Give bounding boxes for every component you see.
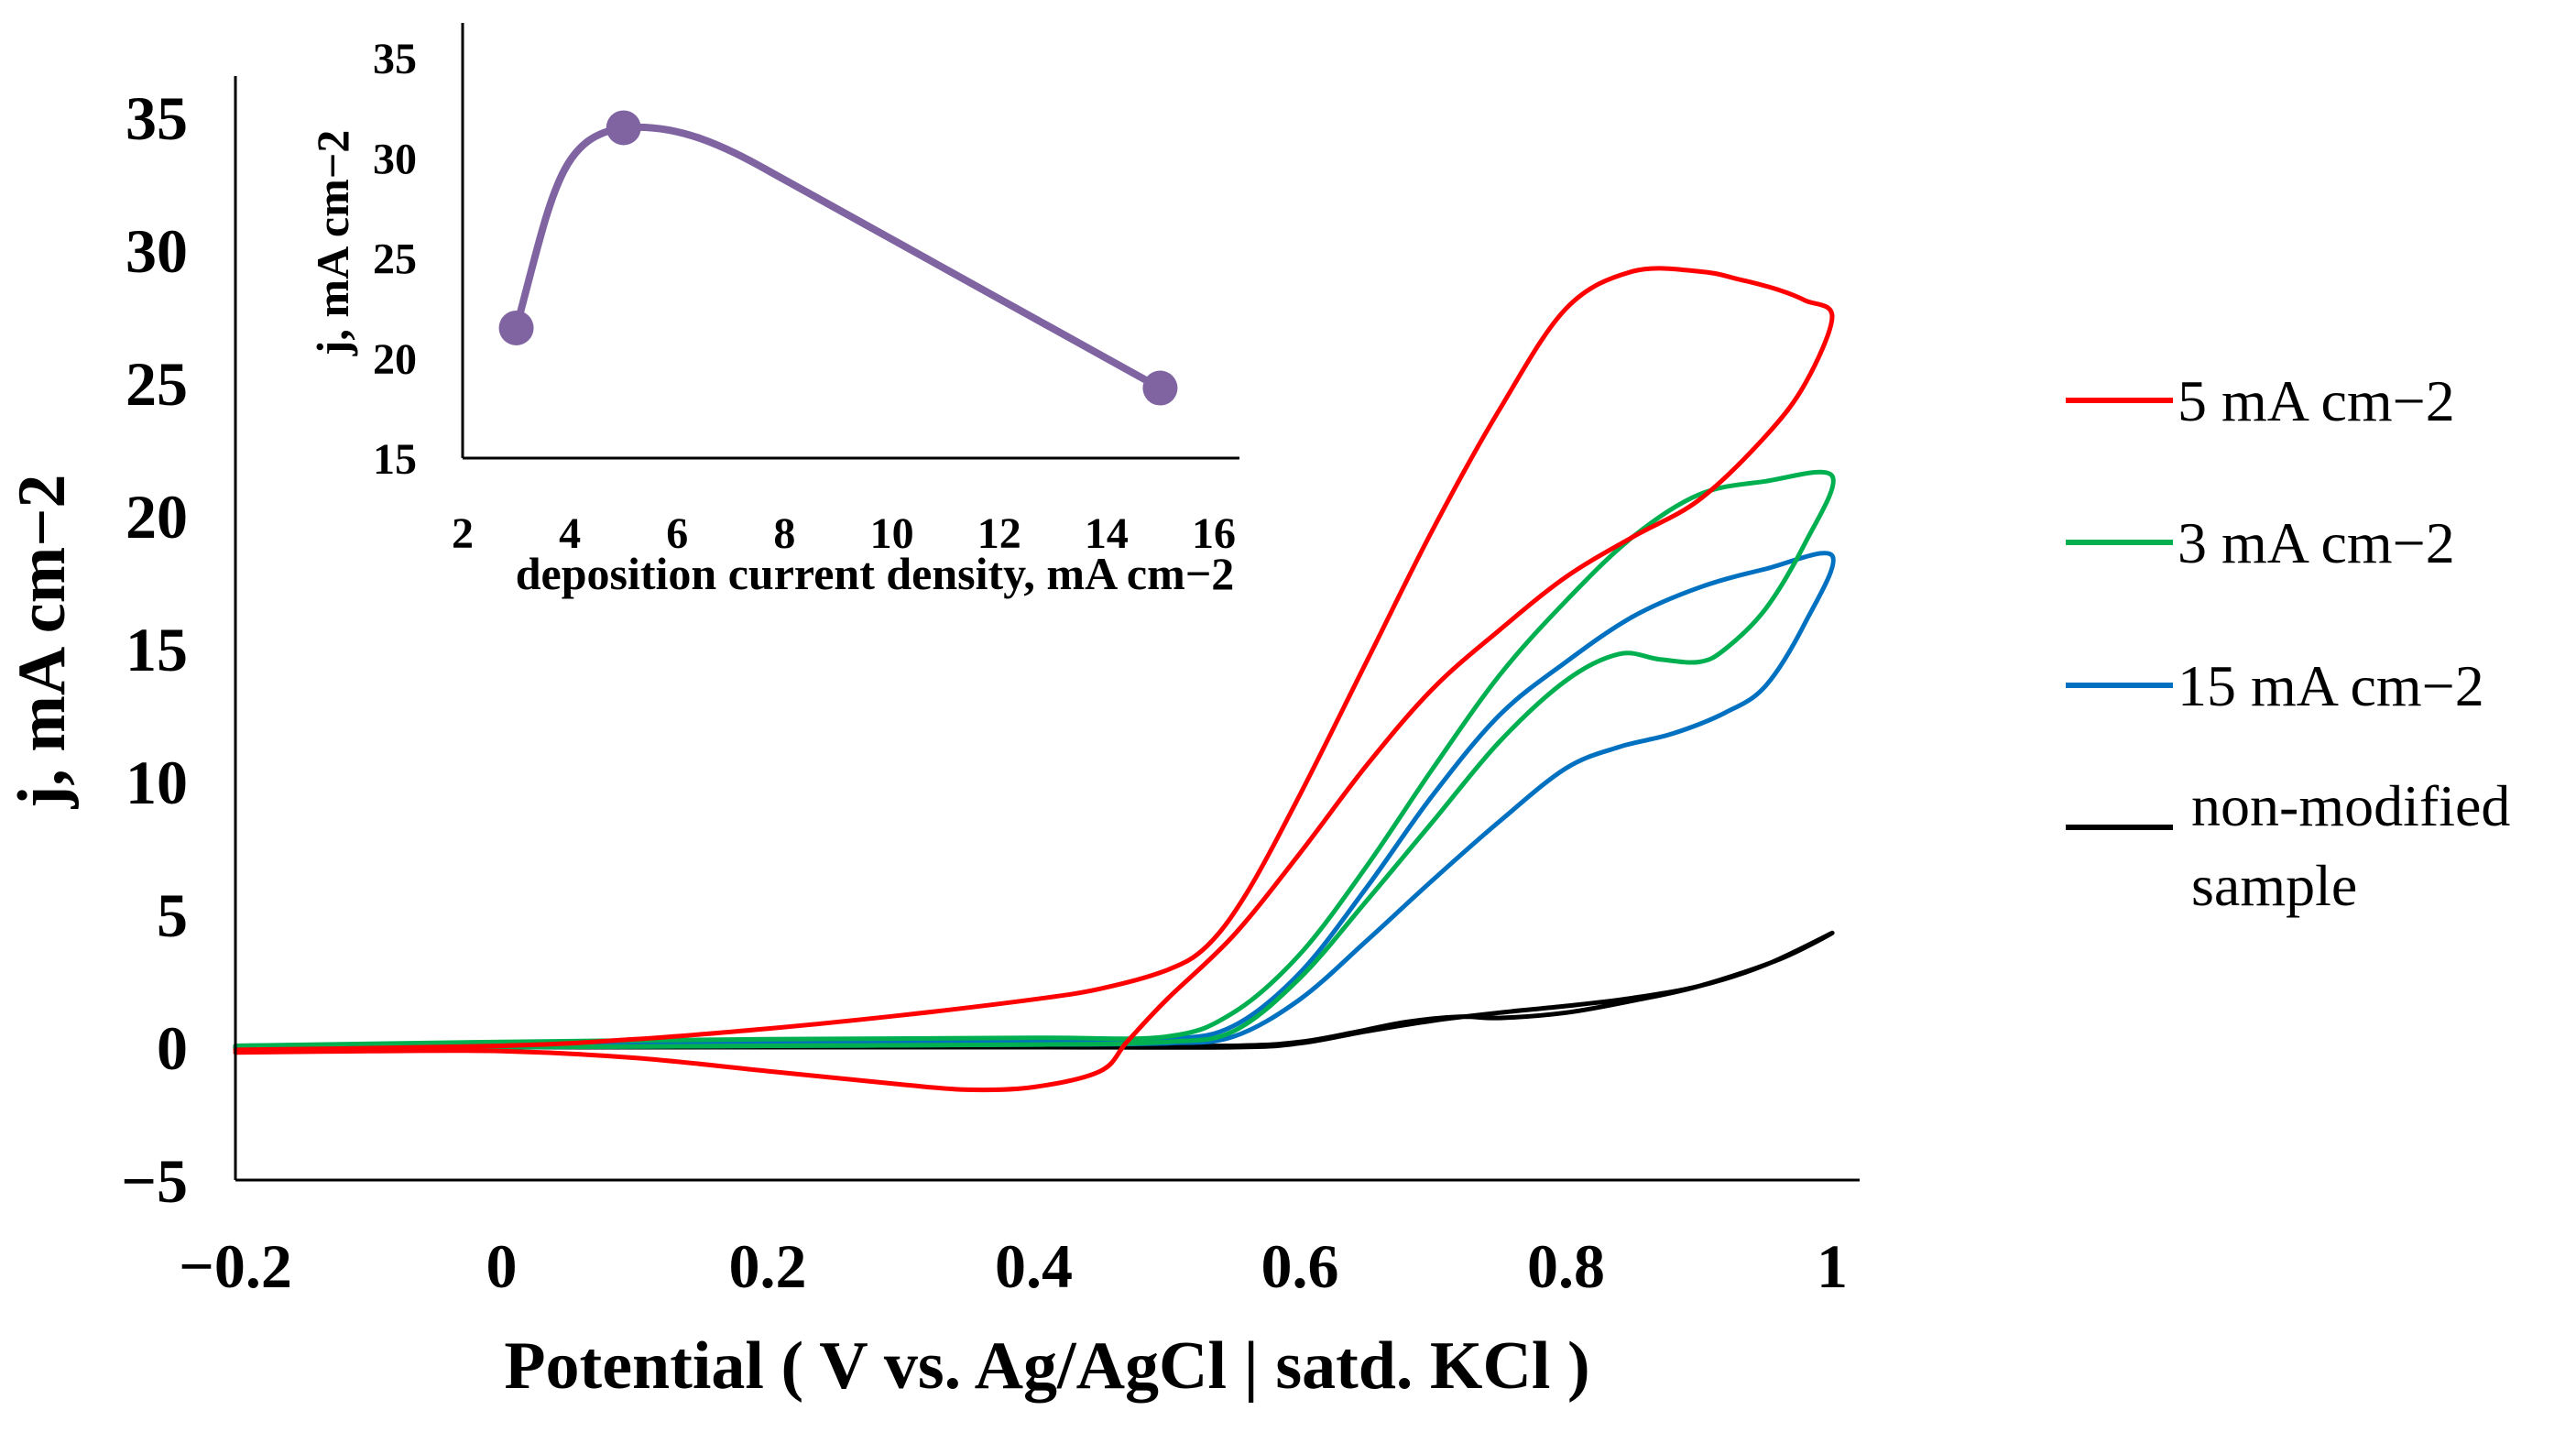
main-y-tick-label: 5	[157, 880, 188, 950]
inset-data-point	[606, 110, 641, 146]
series-line-0	[233, 266, 1835, 1093]
inset-y-tick-label: 30	[373, 135, 417, 183]
main-x-tick-label: 1	[1817, 1231, 1848, 1301]
inset-data-point	[1142, 370, 1178, 406]
inset-x-tick-label: 10	[870, 509, 914, 558]
inset-x-tick-label: 8	[773, 509, 795, 558]
inset-x-tick-label: 12	[977, 509, 1021, 558]
main-x-tick-label: 0	[486, 1231, 518, 1301]
main-x-tick-label: 0.6	[1261, 1231, 1339, 1301]
legend: 5 mA cm−2 3 mA cm−2 15 mA cm−2 non-modified…	[2066, 368, 2510, 918]
inset-y-axis-title: j, mA cm−2	[307, 130, 358, 356]
legend-label: non-modified	[2191, 773, 2510, 838]
inset-x-tick-label: 16	[1192, 509, 1236, 558]
main-y-tick-label: 25	[126, 349, 188, 419]
main-x-tick-label: −0.2	[179, 1231, 292, 1301]
series-line-1	[233, 469, 1836, 1051]
main-x-tick-label: 0.2	[729, 1231, 807, 1301]
inset-y-tick-label: 35	[373, 35, 417, 83]
main-y-tick-label: −5	[121, 1146, 188, 1216]
main-x-tick-label: 0.4	[995, 1231, 1073, 1301]
main-y-tick-label: 15	[126, 615, 188, 684]
main-y-tick-label: 10	[126, 748, 188, 817]
inset-x-tick-label: 4	[559, 509, 581, 558]
inset-y-tick-label: 15	[373, 435, 417, 484]
main-y-tick-label: 0	[157, 1013, 188, 1083]
legend-label: 15 mA cm−2	[2178, 653, 2484, 718]
inset-x-tick-label: 2	[452, 509, 474, 558]
inset-x-tick-label: 14	[1085, 509, 1129, 558]
main-chart: −5 0 5 10 15 20 25 30 35 −0.2 0 0.2 0.4 0.6 0.8 1 Pote…	[5, 76, 1860, 1404]
inset-series-group	[498, 110, 1178, 406]
main-series-group	[233, 266, 1836, 1093]
main-y-tick-label: 20	[126, 482, 188, 552]
main-y-tick-labels: −5 0 5 10 15 20 25 30 35	[121, 83, 188, 1216]
inset-data-point	[498, 310, 534, 345]
main-x-axis-title: Potential ( V vs. Ag/AgCl | satd. KCl )	[504, 1328, 1589, 1404]
legend-label: sample	[2191, 853, 2357, 918]
main-y-axis-title: j, mA cm−2	[5, 475, 80, 810]
inset-chart: 15 20 25 30 35 2 4 6 8 10 12 14 16 deposition curre…	[307, 23, 1239, 599]
main-x-tick-label: 0.8	[1527, 1231, 1605, 1301]
inset-x-tick-labels: 2 4 6 8 10 12 14 16	[452, 509, 1236, 558]
main-y-tick-label: 30	[126, 216, 188, 286]
inset-x-axis-title: deposition current density, mA cm−2	[516, 548, 1235, 599]
inset-series-line	[512, 123, 1164, 392]
main-x-tick-labels: −0.2 0 0.2 0.4 0.6 0.8 1	[179, 1231, 1848, 1301]
legend-label: 5 mA cm−2	[2178, 368, 2455, 433]
legend-label: 3 mA cm−2	[2178, 510, 2455, 575]
inset-y-tick-labels: 15 20 25 30 35	[373, 35, 417, 484]
inset-x-tick-label: 6	[666, 509, 688, 558]
inset-y-tick-label: 20	[373, 335, 417, 384]
inset-y-tick-label: 25	[373, 235, 417, 284]
main-y-tick-label: 35	[126, 83, 188, 153]
series-line-3	[233, 930, 1835, 1050]
series-line-2	[233, 551, 1836, 1051]
